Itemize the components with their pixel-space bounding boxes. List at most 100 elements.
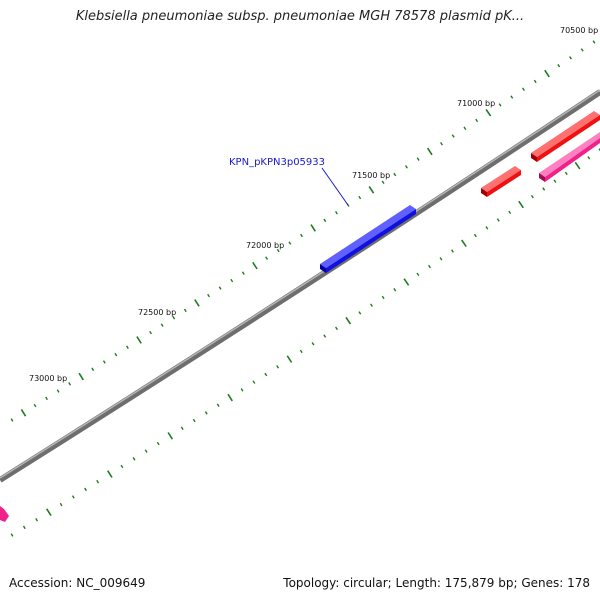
- outer-track-minor-tick: [498, 103, 502, 107]
- inner-track-minor-tick: [156, 441, 160, 446]
- inner-track-minor-tick: [473, 233, 477, 238]
- gene-red-1[interactable]: [481, 166, 521, 197]
- inner-track-minor-tick: [335, 326, 338, 331]
- tick-label-72000: 72000 bp: [246, 241, 284, 250]
- outer-track-minor-tick: [288, 241, 292, 245]
- outer-track-minor-tick: [393, 172, 397, 177]
- inner-track-minor-tick: [358, 311, 362, 315]
- outer-track-major-tick: [194, 299, 200, 307]
- tick-label-71500: 71500 bp: [352, 171, 390, 180]
- inner-track-minor-tick: [264, 372, 268, 377]
- outer-track-minor-tick: [335, 211, 338, 215]
- inner-track-major-tick: [403, 278, 410, 286]
- outer-track-minor-tick: [172, 316, 176, 320]
- outer-track-minor-tick: [33, 403, 37, 408]
- inner-track-minor-tick: [192, 418, 196, 423]
- outer-track-major-tick: [485, 108, 492, 117]
- outer-track-minor-tick: [510, 95, 514, 99]
- inner-track-minor-tick: [71, 495, 75, 499]
- gene-red-2[interactable]: [531, 111, 600, 162]
- outer-track-minor-tick: [102, 360, 106, 364]
- outer-track-minor-tick: [405, 165, 408, 169]
- inner-track-minor-tick: [132, 457, 136, 461]
- outer-track-minor-tick: [230, 278, 234, 283]
- outer-track-minor-tick: [475, 118, 479, 123]
- outer-track-major-tick: [78, 372, 84, 381]
- inner-track-minor-tick: [252, 380, 256, 384]
- outer-track-minor-tick: [522, 87, 525, 91]
- inner-track-major-tick: [345, 316, 352, 325]
- inner-track-minor-tick: [381, 295, 385, 300]
- inner-track-minor-tick: [485, 226, 489, 230]
- gene-pink-1[interactable]: [539, 132, 600, 182]
- outer-track-minor-tick: [323, 218, 327, 223]
- outer-track-minor-tick: [580, 48, 584, 52]
- inner-track-minor-tick: [311, 342, 315, 346]
- gene-blue[interactable]: [320, 205, 416, 273]
- outer-track-major-tick: [544, 69, 550, 78]
- gene-label[interactable]: KPN_pKPN3p05933: [229, 157, 325, 168]
- topology-summary: Topology: circular; Length: 175,879 bp; …: [283, 576, 590, 590]
- inner-track-minor-tick: [10, 533, 14, 537]
- outer-track-minor-tick: [160, 323, 164, 327]
- outer-track-minor-tick: [440, 142, 443, 146]
- inner-track-minor-tick: [216, 403, 220, 407]
- gene-pink-2[interactable]: [0, 506, 9, 522]
- inner-track-minor-tick: [564, 171, 568, 176]
- outer-track-major-tick: [136, 336, 142, 344]
- outer-track-minor-tick: [451, 134, 455, 138]
- inner-track-minor-tick: [59, 502, 63, 507]
- inner-tick-track: [10, 148, 600, 537]
- gene-label-leader: [321, 167, 349, 206]
- backbone-arc: [0, 89, 600, 483]
- inner-track-minor-tick: [587, 156, 591, 160]
- inner-track-minor-tick: [240, 388, 244, 392]
- outer-track-minor-tick: [91, 367, 95, 371]
- outer-track-minor-tick: [592, 40, 596, 44]
- inner-track-major-tick: [518, 200, 524, 209]
- inner-track-minor-tick: [204, 411, 208, 415]
- outer-track-minor-tick: [10, 418, 14, 422]
- inner-track-major-tick: [286, 355, 293, 363]
- inner-track-minor-tick: [35, 518, 39, 522]
- inner-track-minor-tick: [393, 288, 397, 292]
- outer-track-minor-tick: [68, 382, 72, 386]
- map-title: Klebsiella pneumoniae subsp. pneumoniae …: [75, 9, 525, 24]
- backbone-arc-highlight: [0, 89, 600, 479]
- inner-track-minor-tick: [428, 264, 431, 269]
- inner-track-minor-tick: [96, 479, 100, 484]
- outer-track-minor-tick: [114, 352, 118, 357]
- inner-track-minor-tick: [542, 187, 546, 191]
- inner-track-minor-tick: [22, 525, 26, 530]
- outer-track-minor-tick: [241, 271, 245, 275]
- inner-track-minor-tick: [120, 464, 124, 469]
- inner-track-major-tick: [227, 393, 233, 402]
- outer-track-major-tick: [252, 261, 258, 270]
- outer-track-major-tick: [368, 186, 375, 194]
- inner-track-minor-tick: [439, 257, 443, 261]
- inner-track-minor-tick: [530, 195, 534, 199]
- outer-track-minor-tick: [149, 330, 152, 335]
- inner-track-minor-tick: [508, 210, 512, 214]
- outer-track-minor-tick: [265, 256, 269, 260]
- inner-track-major-tick: [574, 161, 581, 170]
- inner-track-minor-tick: [496, 218, 500, 222]
- outer-track-minor-tick: [45, 396, 48, 401]
- inner-track-major-tick: [461, 239, 467, 248]
- outer-track-minor-tick: [358, 195, 362, 200]
- outer-track-minor-tick: [207, 293, 210, 298]
- inner-track-minor-tick: [370, 303, 373, 307]
- tick-label-71000: 71000 bp: [457, 99, 495, 108]
- outer-track-minor-tick: [300, 233, 303, 238]
- outer-track-minor-tick: [218, 286, 222, 290]
- outer-track-minor-tick: [56, 389, 60, 393]
- outer-track-major-tick: [20, 408, 27, 417]
- outer-track-major-tick: [426, 147, 433, 156]
- inner-track-minor-tick: [84, 487, 87, 492]
- outer-track-minor-tick: [557, 64, 561, 68]
- inner-track-minor-tick: [323, 334, 327, 338]
- inner-track-minor-tick: [180, 426, 184, 430]
- tick-label-72500: 72500 bp: [138, 308, 176, 317]
- outer-tick-track: [10, 40, 596, 422]
